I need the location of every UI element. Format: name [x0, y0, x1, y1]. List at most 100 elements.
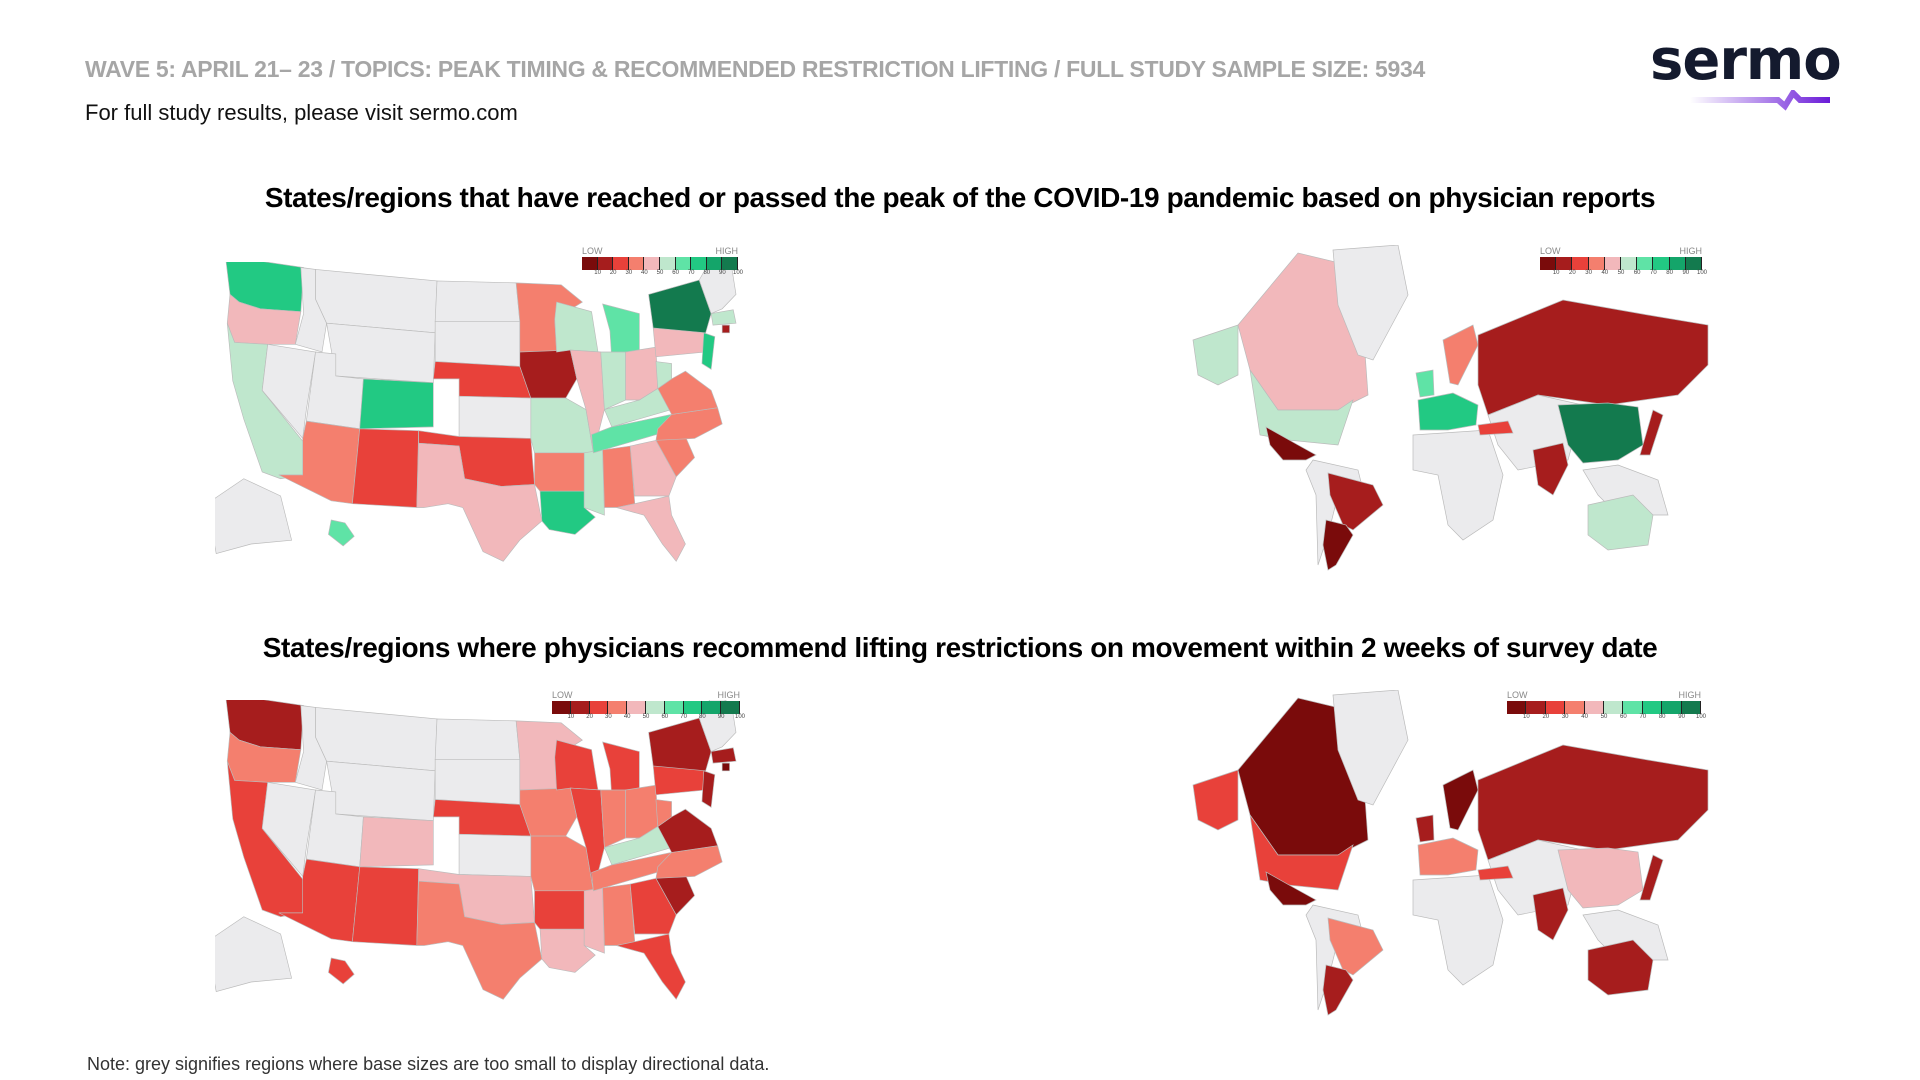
legend-tick: 70	[680, 714, 687, 720]
region-uk	[1415, 814, 1435, 843]
state-wi	[554, 739, 599, 791]
state-ia	[519, 787, 578, 837]
us-map-peak	[215, 262, 737, 562]
state-hi	[328, 519, 355, 547]
world-map-peak	[1192, 245, 1709, 571]
legend-tick: 80	[699, 714, 706, 720]
legend-color-bar	[552, 701, 740, 714]
state-nj	[701, 332, 716, 370]
legend-low-label: LOW	[1540, 246, 1561, 256]
legend-segment	[589, 701, 609, 714]
legend-tick: 10	[1552, 270, 1560, 276]
legend-segment	[1584, 701, 1605, 714]
legend-segment	[1681, 701, 1702, 714]
state-wy	[326, 760, 436, 822]
state-tx	[416, 880, 543, 1000]
legend-tick: 50	[1600, 714, 1608, 720]
state-ar	[534, 890, 591, 930]
legend-color-bar	[582, 257, 738, 270]
state-al	[602, 445, 636, 508]
legend-tick: 20	[609, 270, 617, 276]
region-usa	[1249, 814, 1354, 891]
legend-tick: 80	[703, 270, 711, 276]
legend-segment	[613, 257, 629, 270]
legend-tick: 90	[1682, 270, 1690, 276]
legend-tick: 50	[656, 270, 664, 276]
state-fl	[616, 933, 686, 1000]
legend-tick: 50	[1617, 270, 1625, 276]
state-nm	[352, 428, 419, 508]
legend-tick: 10	[567, 714, 575, 720]
legend-segment	[1621, 257, 1638, 270]
legend-tick: 100	[734, 714, 746, 720]
legend-segment	[1604, 257, 1622, 270]
state-nm	[352, 866, 419, 946]
state-al	[602, 883, 636, 946]
region-india	[1532, 887, 1569, 941]
region-greenland	[1332, 690, 1409, 806]
footnote: Note: grey signifies regions where base …	[87, 1054, 770, 1074]
logo-heartbeat-icon	[1690, 90, 1830, 111]
legend-segment	[722, 257, 738, 270]
state-co	[359, 378, 434, 430]
legend-tick: 80	[1658, 714, 1666, 720]
legend-tick: 30	[1561, 714, 1569, 720]
region-europe	[1417, 837, 1479, 876]
legend-tick: 80	[1666, 270, 1673, 276]
state-ga	[629, 877, 677, 935]
state-mo	[530, 397, 594, 454]
legend-tick: 100	[1695, 714, 1707, 720]
us-map-lifting	[215, 700, 737, 1000]
state-sd	[434, 320, 521, 367]
legend-segment	[644, 257, 660, 270]
region-mexico	[1265, 871, 1317, 906]
region-argentina	[1322, 964, 1354, 1016]
legend-segment	[1526, 701, 1546, 714]
state-mo	[530, 835, 594, 892]
legend-segment	[664, 701, 684, 714]
state-nd	[434, 280, 521, 322]
legend-tick: 70	[1650, 270, 1657, 276]
state-ne	[432, 361, 532, 399]
legend-low-label: LOW	[552, 690, 573, 700]
legend-color-bar	[1507, 701, 1702, 714]
state-nj	[701, 770, 716, 808]
region-scandinavia	[1442, 324, 1479, 386]
legend-segment	[702, 701, 722, 714]
legend-segment	[1572, 257, 1589, 270]
state-ak	[215, 478, 293, 555]
legend-segment	[1565, 701, 1585, 714]
state-in	[600, 351, 626, 411]
study-info-header: WAVE 5: APRIL 21– 23 / TOPICS: PEAK TIMI…	[85, 56, 1425, 82]
state-ga	[629, 439, 677, 497]
legend-segment	[552, 701, 571, 714]
state-ms	[583, 449, 605, 516]
legend-segment	[582, 257, 598, 270]
legend-tick: 10	[1523, 714, 1530, 720]
region-turkey	[1477, 420, 1514, 436]
legend-tick: 30	[605, 714, 612, 720]
legend-tick: 60	[1633, 270, 1641, 276]
legend-tick: 60	[661, 714, 669, 720]
state-ri	[721, 324, 730, 334]
legend-segment	[683, 701, 703, 714]
state-ak	[215, 916, 293, 993]
state-nv	[261, 781, 316, 878]
region-china	[1557, 402, 1644, 464]
region-scandinavia	[1442, 769, 1479, 831]
legend-tick: 100	[1696, 270, 1708, 276]
legend-segment	[1637, 257, 1654, 270]
region-usa	[1249, 369, 1354, 446]
state-ks	[458, 833, 532, 877]
legend-tick: 40	[641, 270, 648, 276]
state-sd	[434, 758, 521, 805]
legend-segment	[659, 257, 676, 270]
legend-segment	[627, 701, 646, 714]
region-japan	[1639, 854, 1664, 901]
legend-tick: 60	[1620, 714, 1627, 720]
legend-tick: 70	[687, 270, 695, 276]
legend-tick: 20	[1569, 270, 1576, 276]
state-co	[359, 816, 434, 868]
state-fl	[616, 495, 686, 562]
region-seasia	[1582, 909, 1669, 961]
